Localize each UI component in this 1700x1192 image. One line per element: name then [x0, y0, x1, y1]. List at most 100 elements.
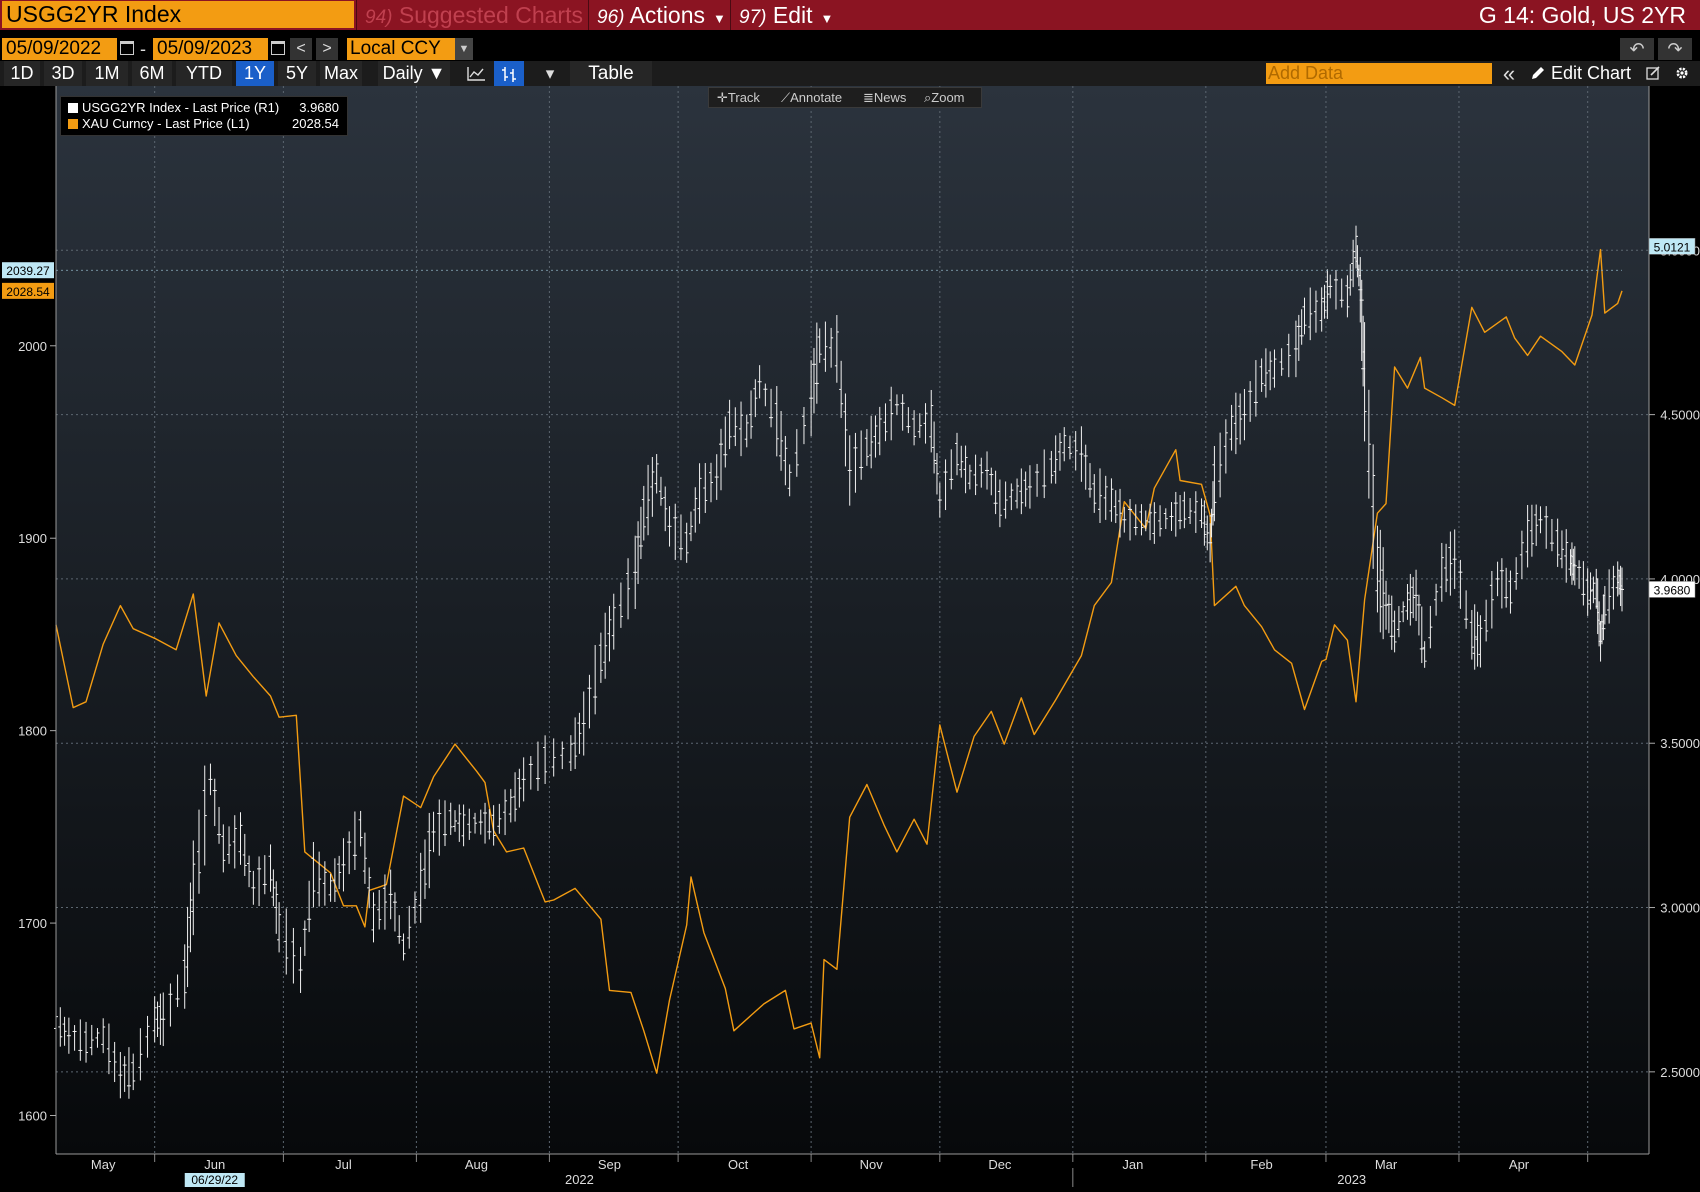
ohlc-bar-icon[interactable]: [494, 61, 524, 86]
x-month-label: Dec: [988, 1157, 1012, 1172]
chart-tools-bar: ✛ Track ⟋ Annotate ≣ News ⌕ Zoom: [708, 87, 982, 108]
add-data-input[interactable]: Add Data: [1266, 63, 1492, 84]
zoom-tool[interactable]: ⌕ Zoom: [924, 90, 965, 105]
legend-swatch: [68, 119, 78, 129]
y-tick-label-left: 1600: [18, 1109, 47, 1124]
date-separator: -: [140, 39, 146, 59]
x-month-label: Aug: [465, 1157, 488, 1172]
security-ticker-field[interactable]: USGG2YR Index: [2, 1, 354, 28]
y-tick-label-left: 2000: [18, 339, 47, 354]
x-month-label: Sep: [598, 1157, 621, 1172]
x-month-label: Mar: [1375, 1157, 1398, 1172]
menu-number: 97): [739, 7, 767, 28]
timeframe-3d[interactable]: 3D: [44, 61, 82, 86]
timeframe-1m[interactable]: 1M: [86, 61, 128, 86]
left-axis-area: [0, 86, 56, 1187]
x-month-label: Oct: [728, 1157, 749, 1172]
chevron-down-icon[interactable]: ▼: [455, 38, 473, 60]
gear-icon[interactable]: [1668, 61, 1696, 86]
y-tick-label-right: 4.5000: [1660, 408, 1700, 423]
undo-button[interactable]: ↶: [1620, 38, 1654, 60]
track-tool[interactable]: ✛ Track: [717, 90, 760, 105]
chevron-down-icon: ▼: [820, 11, 834, 26]
start-date-field[interactable]: 05/09/2022: [2, 38, 117, 60]
menu-label: Edit: [772, 2, 813, 28]
y-tick-label-left: 1800: [18, 724, 47, 739]
calendar-icon[interactable]: [271, 41, 285, 55]
timeframe-ytd[interactable]: YTD: [176, 61, 232, 86]
x-axis-area: [0, 1154, 1700, 1187]
next-period-button[interactable]: >: [316, 38, 338, 60]
suggested-charts-menu[interactable]: 94) Suggested Charts: [356, 0, 588, 30]
annotate-label: Annotate: [790, 90, 843, 105]
timeframe-5y[interactable]: 5Y: [278, 61, 316, 86]
right-axis-area: [1649, 86, 1700, 1187]
x-month-label: May: [91, 1157, 116, 1172]
gold-high-marker-box: [2, 262, 54, 279]
chart-title: G 14: Gold, US 2YR: [1478, 2, 1686, 28]
menu-label: Actions: [629, 2, 706, 28]
annotate-tool[interactable]: ⟋ Annotate: [781, 90, 843, 105]
menu-number: 94): [365, 7, 393, 28]
redo-button[interactable]: ↷: [1658, 38, 1692, 60]
currency-select[interactable]: Local CCY: [347, 38, 455, 60]
timeframe-6m[interactable]: 6M: [132, 61, 172, 86]
x-month-label: Jun: [204, 1157, 225, 1172]
price-chart[interactable]: 1600 1700 1800 1900 2000 2.5000 3.0000 3.5000 4.…: [0, 86, 1700, 1187]
previous-period-button[interactable]: <: [290, 38, 312, 60]
news-tool[interactable]: ≣ News: [863, 90, 907, 105]
gold-high-marker-label: 2039.27: [6, 264, 50, 278]
x-month-label: Jan: [1122, 1157, 1143, 1172]
date-marker-box: [184, 1173, 245, 1187]
chart-area[interactable]: 1600 1700 1800 1900 2000 2.5000 3.0000 3.5000 4.…: [0, 86, 1700, 1187]
x-month-label: Feb: [1250, 1157, 1272, 1172]
line-chart-icon[interactable]: [462, 61, 490, 86]
y-tick-label-left: 1700: [18, 916, 47, 931]
legend-label: XAU Curncy - Last Price (L1): [82, 116, 250, 131]
x-year-label: 2023: [1337, 1172, 1366, 1187]
gold-last-marker-label: 2028.54: [6, 285, 50, 299]
legend-swatch: [68, 103, 78, 113]
yield-last-marker-label: 3.9680: [1654, 583, 1691, 597]
edit-chart-button[interactable]: Edit Chart: [1530, 61, 1631, 86]
chevron-down-icon: ▼: [713, 11, 726, 26]
yield-high-marker-box: [1648, 238, 1696, 255]
chart-settings-icon[interactable]: [1640, 61, 1666, 86]
collapse-icon[interactable]: «: [1502, 61, 1516, 86]
menu-label: Suggested Charts: [398, 2, 583, 28]
date-marker-label: 06/29/22: [191, 1173, 238, 1187]
y-tick-label-left: 1900: [18, 531, 47, 546]
chart-legend: USGG2YR Index - Last Price (R1) 3.9680 XA…: [60, 96, 348, 136]
x-year-label: 2022: [565, 1172, 594, 1187]
pencil-icon: [1532, 67, 1544, 79]
frequency-select[interactable]: Daily ▼: [378, 61, 450, 86]
legend-entry-yield: USGG2YR Index - Last Price (R1) 3.9680: [68, 100, 347, 116]
legend-value: 3.9680: [299, 100, 339, 115]
timeframe-1y[interactable]: 1Y: [236, 61, 274, 86]
table-button[interactable]: Table: [570, 61, 652, 86]
end-date-field[interactable]: 05/09/2023: [153, 38, 268, 60]
legend-value: 2028.54: [292, 116, 339, 131]
timeframe-1d[interactable]: 1D: [4, 61, 40, 86]
y-tick-label-right: 2.5000: [1660, 1065, 1700, 1080]
legend-entry-gold: XAU Curncy - Last Price (L1) 2028.54: [68, 116, 347, 132]
x-month-label: Jul: [335, 1157, 352, 1172]
timeframe-max[interactable]: Max: [320, 61, 362, 86]
gold-last-marker-box: [2, 282, 54, 299]
track-label: Track: [727, 90, 760, 105]
edit-chart-label: Edit Chart: [1551, 63, 1632, 83]
yield-last-marker-box: [1648, 581, 1696, 598]
y-tick-label-right: 3.5000: [1660, 736, 1700, 751]
x-month-label: Apr: [1509, 1157, 1530, 1172]
menu-number: 96): [597, 7, 625, 28]
calendar-icon[interactable]: [120, 41, 134, 55]
zoom-label: Zoom: [931, 90, 965, 105]
edit-menu[interactable]: 97) Edit ▼: [730, 0, 840, 30]
actions-menu[interactable]: 96) Actions ▼: [588, 0, 730, 30]
legend-label: USGG2YR Index - Last Price (R1): [82, 100, 280, 115]
x-month-label: Nov: [860, 1157, 884, 1172]
chevron-down-icon[interactable]: ▾: [545, 64, 555, 83]
gold-price-line: [55, 248, 1623, 1074]
news-label: News: [873, 90, 907, 105]
date-bar: [0, 30, 1700, 60]
